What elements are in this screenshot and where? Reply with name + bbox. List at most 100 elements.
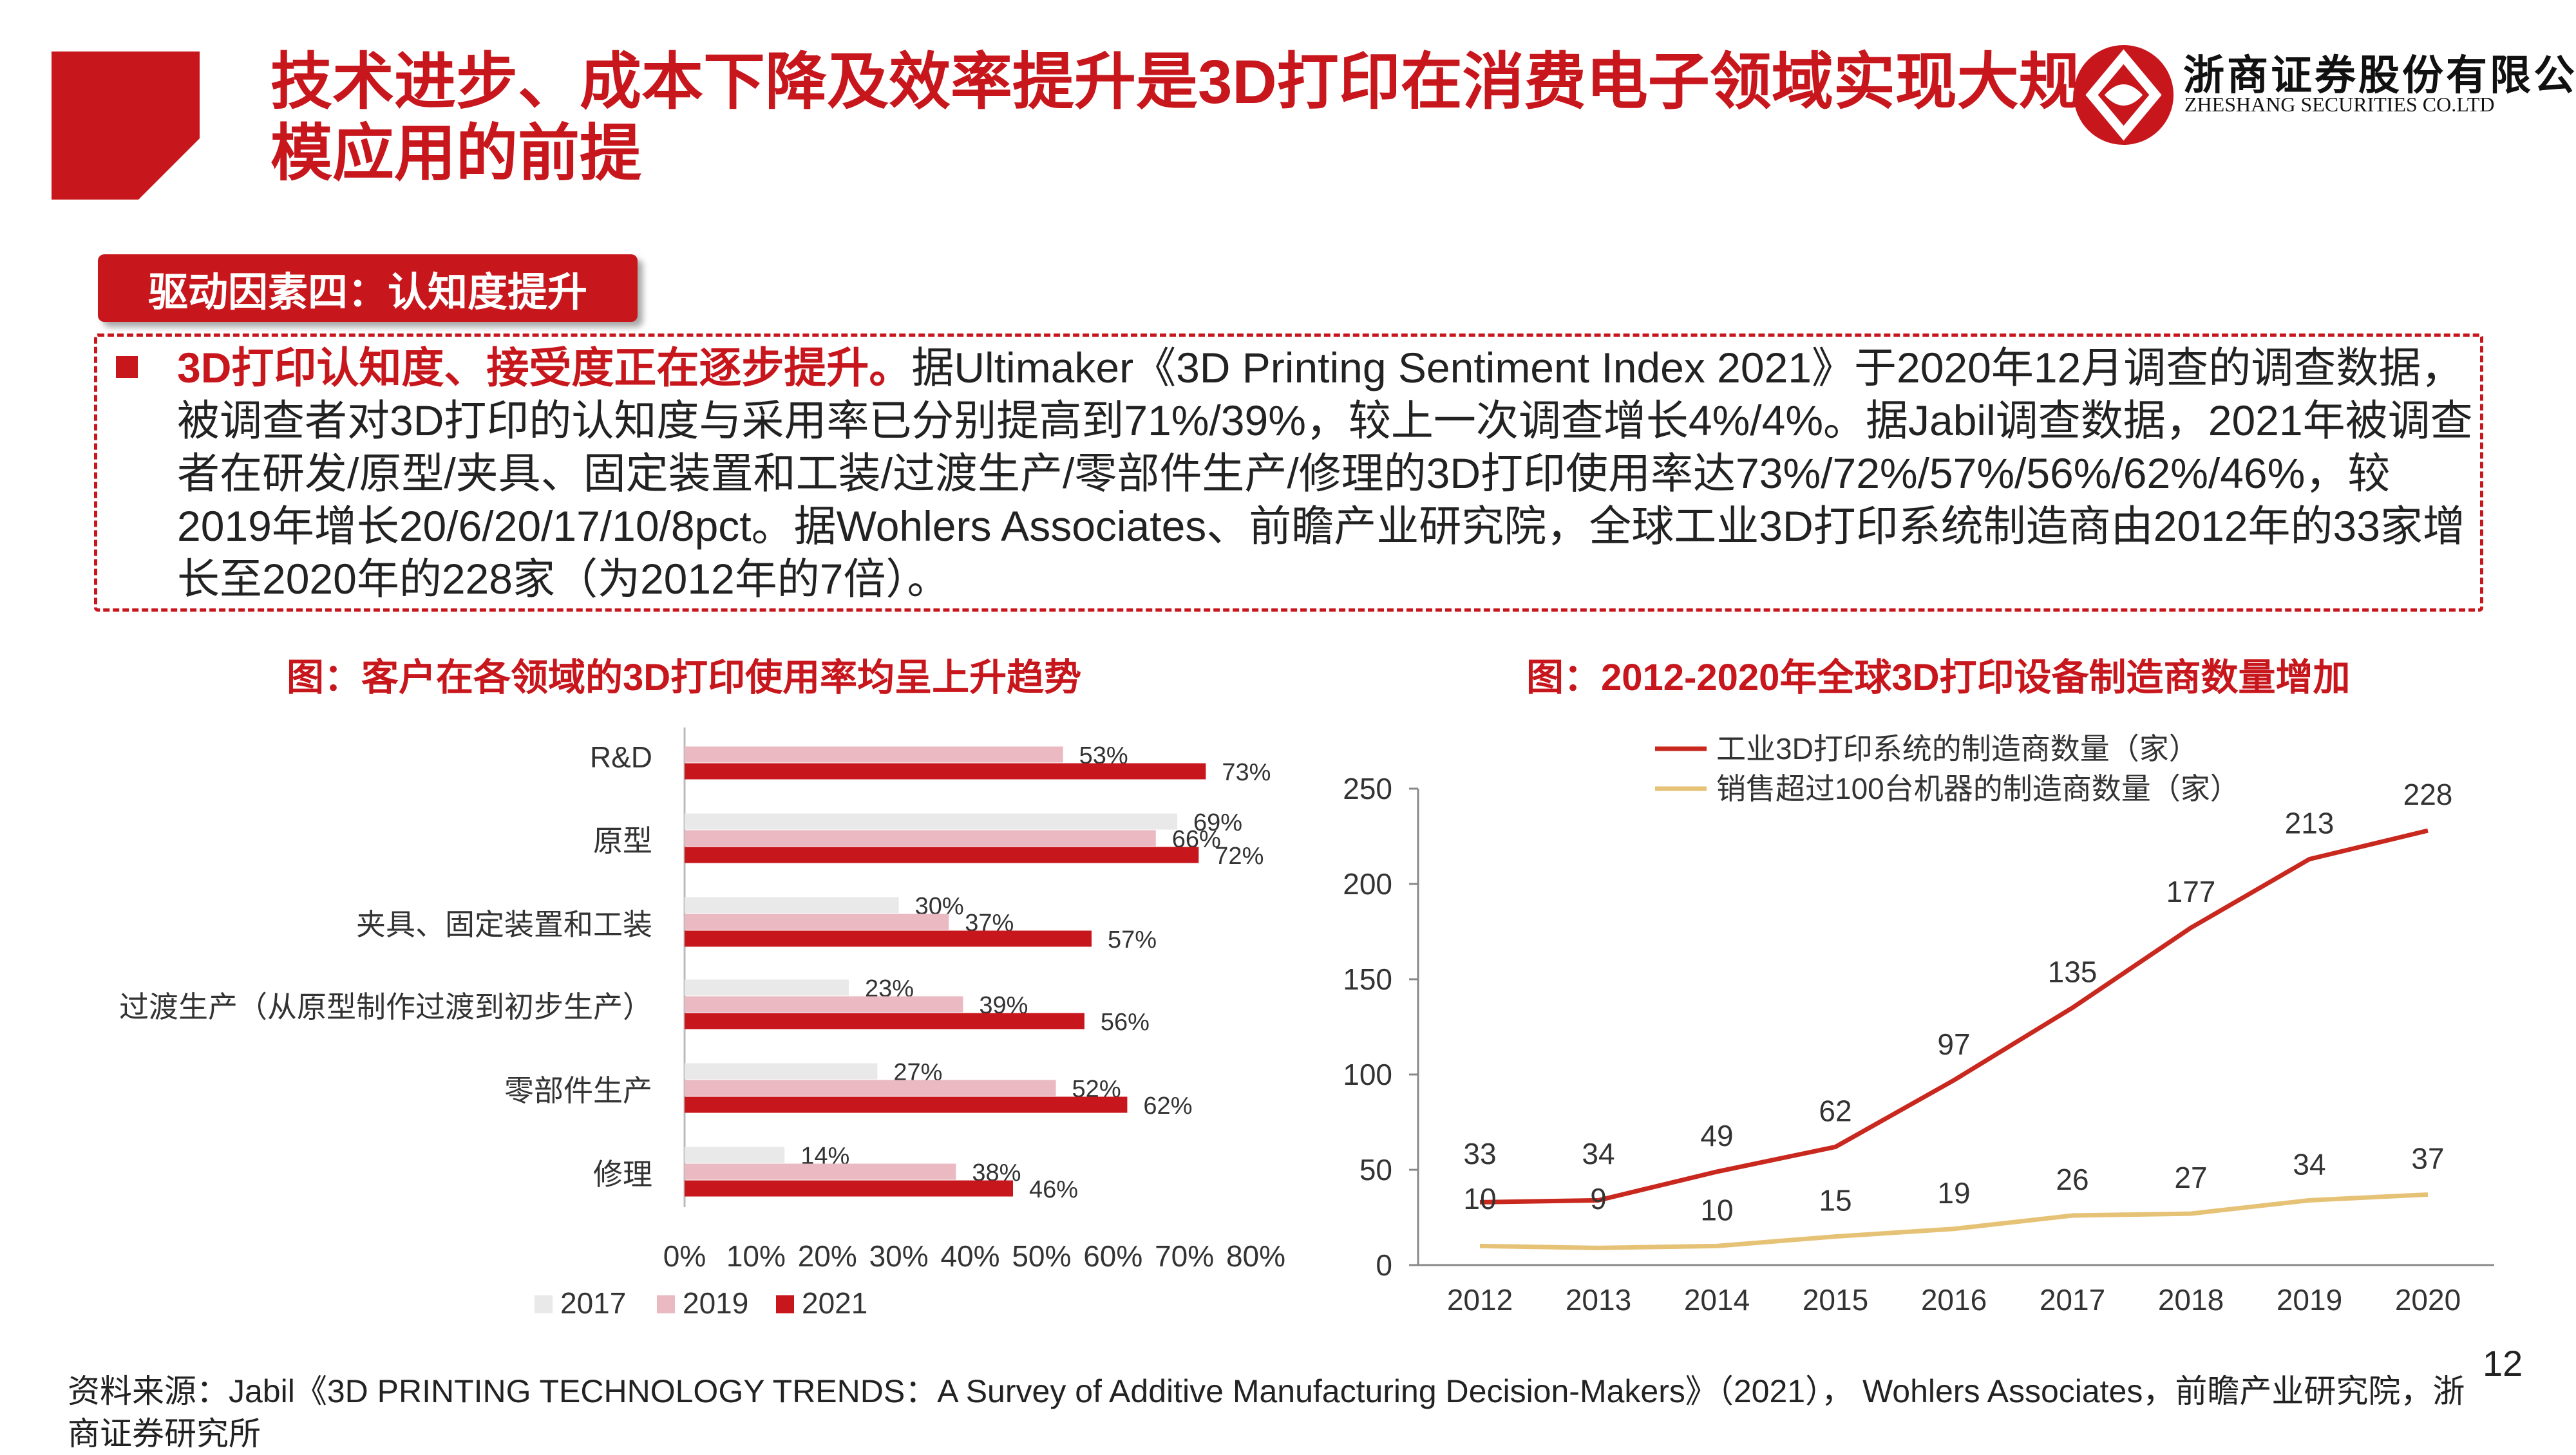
data-label-industrial: 228 (2403, 778, 2453, 811)
bar-value-label: 72% (1215, 843, 1264, 870)
bar-value-label: 53% (1079, 742, 1128, 769)
x-tick-label: 2014 (1684, 1283, 1750, 1317)
bar-2019 (685, 914, 949, 930)
page-number: 12 (2483, 1343, 2523, 1384)
line-series-industrial (1479, 828, 2429, 1205)
y-tick-label: 250 (1343, 772, 1392, 805)
bar-2019 (685, 830, 1156, 847)
logo-company-name-en: ZHESHANG SECURITIES CO.LTD (2184, 93, 2495, 116)
bar-value-label: 56% (1101, 1009, 1150, 1036)
bar-2021 (685, 930, 1092, 947)
legend-label-0: 工业3D打印系统的制造商数量（家） (1716, 732, 2199, 765)
legend-swatch-2019 (657, 1295, 675, 1313)
data-label-sales: 34 (2293, 1147, 2325, 1181)
y-tick-label: 200 (1343, 867, 1392, 901)
data-label-sales: 10 (1463, 1182, 1496, 1216)
y-tick-label: 100 (1343, 1058, 1392, 1091)
zheshang-logo-icon (2073, 44, 2174, 146)
data-label-sales: 9 (1590, 1182, 1607, 1216)
description-body: 据Ultimaker《3D Printing Sentiment Index 2… (177, 344, 2473, 603)
x-tick-label: 60% (1083, 1239, 1142, 1273)
bar-value-label: 52% (1072, 1076, 1121, 1103)
x-tick-label: 40% (940, 1239, 999, 1273)
bar-category-label: 夹具、固定装置和工装 (356, 908, 652, 941)
bar-2019 (685, 746, 1063, 763)
bar-2017 (685, 1147, 785, 1163)
bar-2021 (685, 1096, 1128, 1113)
bar-value-label: 57% (1108, 926, 1157, 953)
logo-company-name: 浙商证券股份有限公司 (2183, 52, 2576, 100)
x-tick-label: 20% (798, 1239, 857, 1273)
x-tick-label: 2017 (2040, 1283, 2105, 1317)
header-red-shape (52, 52, 200, 200)
bar-value-label: 37% (965, 910, 1014, 937)
legend-label-2017: 2017 (560, 1286, 626, 1320)
bar-category-label: 修理 (593, 1158, 652, 1191)
x-tick-label: 0% (663, 1239, 706, 1273)
y-tick-label: 150 (1343, 962, 1392, 996)
x-tick-label: 2012 (1447, 1283, 1513, 1317)
bar-2017 (685, 979, 849, 996)
data-label-industrial: 97 (1937, 1028, 1970, 1061)
x-tick-label: 10% (726, 1239, 786, 1273)
data-label-sales: 10 (1700, 1193, 1733, 1226)
bar-value-label: 14% (800, 1143, 849, 1170)
data-label-industrial: 62 (1819, 1094, 1852, 1127)
x-tick-label: 2015 (1803, 1283, 1868, 1317)
bar-2017 (685, 813, 1178, 830)
bar-value-label: 39% (979, 992, 1028, 1019)
bar-2021 (685, 847, 1199, 863)
bar-value-label: 27% (893, 1059, 942, 1086)
x-tick-label: 2018 (2158, 1283, 2224, 1317)
bar-2017 (685, 1063, 878, 1080)
line-series-sales (1479, 1192, 2429, 1250)
bar-category-label: 过渡生产（从原型制作过渡到初步生产） (119, 990, 652, 1024)
bar-chart-caption: 图：客户在各领域的3D打印使用率均呈上升趋势 (287, 657, 1082, 699)
legend-swatch-2021 (776, 1295, 794, 1313)
bar-2021 (685, 1013, 1084, 1029)
bar-2019 (685, 996, 963, 1013)
bar-value-label: 23% (865, 975, 914, 1002)
bar-value-label: 69% (1193, 809, 1242, 836)
data-label-sales: 15 (1819, 1184, 1852, 1217)
bar-2019 (685, 1163, 956, 1180)
legend-label-2021: 2021 (802, 1286, 867, 1320)
data-label-industrial: 49 (1700, 1119, 1733, 1152)
legend-label-2019: 2019 (683, 1286, 748, 1320)
page-title: 技术进步、成本下降及效率提升是3D打印在消费电子领域实现大规模应用的前提 (270, 48, 2081, 189)
data-label-sales: 19 (1937, 1176, 1970, 1210)
description-highlight: 3D打印认知度、接受度正在逐步提升。 (177, 344, 912, 391)
data-label-sales: 26 (2056, 1163, 2088, 1196)
x-tick-label: 70% (1155, 1239, 1214, 1273)
y-tick-label: 0 (1376, 1248, 1392, 1282)
bar-value-label: 46% (1029, 1176, 1078, 1203)
x-tick-label: 50% (1012, 1239, 1071, 1273)
data-label-industrial: 177 (2166, 875, 2216, 908)
data-label-sales: 27 (2174, 1161, 2207, 1194)
data-label-sales: 37 (2411, 1141, 2444, 1175)
bar-value-label: 73% (1222, 759, 1271, 786)
data-label-industrial: 33 (1463, 1137, 1496, 1170)
data-label-industrial: 34 (1582, 1137, 1615, 1170)
bar-2021 (685, 1180, 1014, 1197)
x-tick-label: 2020 (2395, 1283, 2461, 1317)
data-label-industrial: 213 (2285, 807, 2334, 840)
bar-value-label: 66% (1172, 826, 1221, 853)
bar-category-label: 零部件生产 (504, 1074, 652, 1107)
section-badge: 驱动因素四：认知度提升 (98, 254, 638, 322)
bar-category-label: 原型 (593, 824, 652, 858)
bar-2021 (685, 763, 1206, 780)
data-label-industrial: 135 (2048, 955, 2098, 988)
source-note: 资料来源：Jabil《3D PRINTING TECHNOLOGY TRENDS… (68, 1373, 2465, 1452)
x-tick-label: 80% (1226, 1239, 1285, 1273)
description-text: 3D打印认知度、接受度正在逐步提升。据Ultimaker《3D Printing… (177, 341, 2483, 605)
x-tick-label: 2013 (1566, 1283, 1631, 1317)
bar-2019 (685, 1080, 1056, 1096)
bar-value-label: 38% (972, 1159, 1021, 1187)
x-tick-label: 2016 (1921, 1283, 1987, 1317)
line-chart-caption: 图：2012-2020年全球3D打印设备制造商数量增加 (1526, 657, 2351, 699)
description-box (94, 333, 2483, 612)
bar-value-label: 62% (1143, 1093, 1192, 1120)
